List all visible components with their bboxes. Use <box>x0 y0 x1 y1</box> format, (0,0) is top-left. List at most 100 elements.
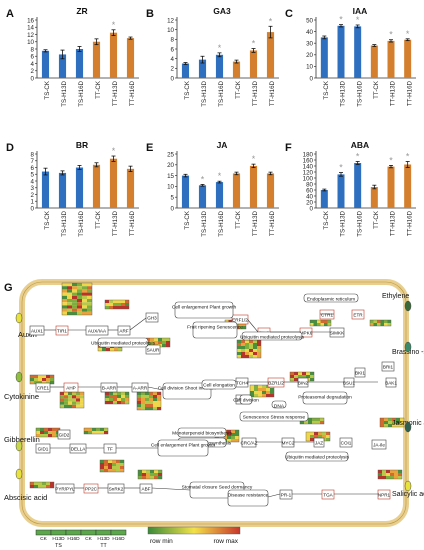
significance-star: * <box>112 146 116 156</box>
gene-label: NPR1 <box>378 493 391 498</box>
heatmap-cell <box>72 404 76 408</box>
legend-set-label: TS <box>55 543 62 549</box>
heatmap-cell <box>382 473 386 476</box>
heatmap-cell <box>125 392 129 395</box>
heatmap-cell <box>34 375 38 378</box>
heatmap-cell <box>50 378 54 381</box>
heatmap-cell <box>77 308 82 312</box>
heatmap-cell <box>157 398 161 401</box>
heatmap-cell <box>158 473 162 476</box>
heatmap-cell <box>241 349 245 352</box>
x-tick-label: TS-H13D <box>201 210 208 236</box>
heatmap-cell <box>313 320 317 323</box>
heatmap-cell <box>317 323 321 326</box>
heatmap-cell <box>87 295 92 299</box>
heatmap-cell <box>386 476 390 479</box>
gene-label: AUX/IAA <box>88 329 107 334</box>
heatmap-cell <box>125 401 129 404</box>
x-tick-label: TT-H16D <box>406 210 413 236</box>
x-tick-label: TS-CK <box>323 210 330 229</box>
heatmap-cell <box>145 398 149 401</box>
heatmap-cell <box>146 473 150 476</box>
gene-node: SIMKK <box>329 327 345 338</box>
heatmap-cell <box>40 434 44 437</box>
heatmap-cell <box>84 431 88 434</box>
heatmap-cell <box>46 378 50 381</box>
heatmap-cell <box>105 300 109 303</box>
gene-node: AHP <box>63 382 79 393</box>
heatmap-cell <box>100 460 104 463</box>
legend-sample-box <box>50 529 67 536</box>
heatmap-cell <box>87 311 92 315</box>
x-tick-label: TS-H13D <box>340 210 347 236</box>
heatmap-cell <box>30 375 34 378</box>
heatmap-cell <box>87 299 92 303</box>
y-tick-label: 140 <box>303 163 314 170</box>
gene-box <box>145 344 161 355</box>
heatmap-cell <box>308 418 312 421</box>
heatmap-cell <box>76 404 80 408</box>
heatmap-cell <box>384 323 388 326</box>
heatmap-cell <box>306 375 310 378</box>
heatmap-cell <box>262 391 266 394</box>
gene-node: ETR <box>351 309 365 320</box>
heatmap-cell <box>142 470 146 473</box>
process-label: Stomatal closure Seed dormancy <box>182 485 253 491</box>
heatmap-cell <box>40 431 44 434</box>
process-box <box>302 391 348 405</box>
heatmap-border <box>377 469 403 480</box>
x-tick-label: TS-H16D <box>218 80 225 106</box>
bar <box>109 158 118 208</box>
process-box <box>162 382 212 400</box>
gene-node: ARF <box>117 325 131 336</box>
heatmap-cell <box>113 306 117 309</box>
heatmap-cell <box>112 463 116 466</box>
bar <box>75 49 84 78</box>
heatmap-cell <box>262 394 266 397</box>
hormone-receptor <box>404 341 412 353</box>
heatmap-cell <box>150 470 154 473</box>
heatmap-cell <box>87 286 92 290</box>
gene-label: BIN2 <box>298 381 309 386</box>
heatmap-cell <box>77 305 82 309</box>
y-tick-label: 6 <box>31 165 35 172</box>
gene-node: MYC2 <box>282 437 295 448</box>
color-scale-max-label: row max <box>213 538 238 545</box>
heatmap-cell <box>312 421 316 424</box>
heatmap-cell <box>227 433 231 436</box>
y-tick-label: 50 <box>306 17 313 24</box>
pathway-heatmap <box>83 427 109 435</box>
heatmap-cell <box>235 436 239 439</box>
chart-title: BR <box>76 140 88 150</box>
heatmap-cell <box>121 300 125 303</box>
heatmap-cell <box>326 432 330 435</box>
heatmap-cell <box>100 431 104 434</box>
heatmap-cell <box>235 439 239 442</box>
heatmap-cell <box>72 289 77 293</box>
gene-label: B-ARR <box>102 386 117 391</box>
heatmap-cell <box>306 372 310 375</box>
y-tick-label: 0 <box>310 205 314 212</box>
gene-box <box>83 483 99 494</box>
bar <box>404 39 412 78</box>
heatmap-cell <box>241 343 245 346</box>
heatmap-cell <box>394 470 398 473</box>
bar <box>109 32 118 78</box>
gene-box <box>354 367 366 378</box>
significance-star: * <box>389 30 393 40</box>
heatmap-cell <box>249 346 253 349</box>
y-tick-label: 14 <box>27 25 34 32</box>
heatmap-cell <box>77 302 82 306</box>
heatmap-cell <box>30 482 34 485</box>
heatmap-cell <box>316 421 320 424</box>
heatmap-cell <box>105 395 109 398</box>
y-tick-label: 0 <box>310 75 314 82</box>
heatmap-cell <box>36 434 40 437</box>
legend-group-label: H16D <box>112 536 125 542</box>
gene-label: TF <box>107 447 113 452</box>
hormone-receptor <box>15 312 23 324</box>
heatmap-cell <box>96 428 100 431</box>
pathway-arrow <box>151 487 191 491</box>
heatmap-cell <box>121 303 125 306</box>
gene-label: CRC/AZ <box>240 441 257 446</box>
